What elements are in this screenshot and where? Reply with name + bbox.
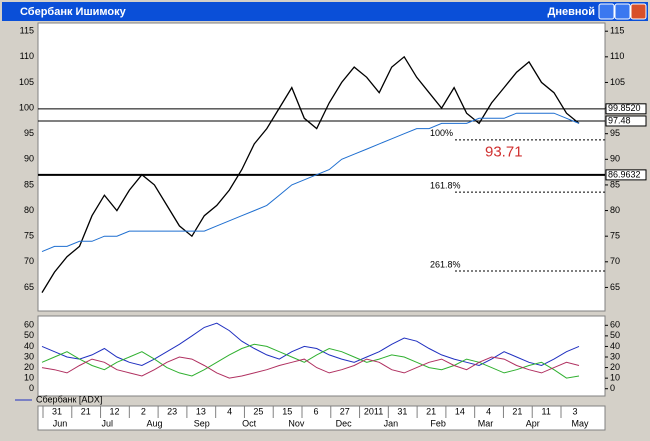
- day-label: 21: [512, 406, 522, 416]
- y-tick-label: 100: [19, 102, 34, 112]
- y-tick-label: 0: [29, 383, 34, 393]
- month-label: Jul: [102, 418, 114, 428]
- close-button[interactable]: [630, 3, 647, 20]
- series-line: [41, 343, 580, 379]
- day-label: 11: [542, 406, 551, 416]
- y-tick-label: 90: [610, 154, 620, 164]
- month-label: Oct: [242, 418, 257, 428]
- price-annotation: 93.71: [485, 143, 523, 160]
- y-tick-label: 90: [24, 154, 34, 164]
- y-tick-label: 10: [24, 373, 34, 383]
- y-tick-label: 50: [24, 330, 34, 340]
- level-box: [605, 115, 647, 127]
- day-label: 25: [253, 406, 263, 416]
- legend-label: Сбербанк [ADX]: [36, 394, 102, 404]
- day-label: 12: [110, 406, 120, 416]
- y-tick-label: 110: [20, 51, 34, 61]
- month-label: Aug: [147, 418, 163, 428]
- series-line: [41, 55, 580, 293]
- fib-label: 161.8%: [430, 180, 461, 190]
- y-tick-label: 85: [610, 179, 620, 189]
- day-label: 14: [455, 406, 465, 416]
- day-label: 31: [397, 406, 407, 416]
- y-tick-label: 20: [24, 362, 34, 372]
- y-tick-label: 30: [24, 351, 34, 361]
- y-tick-label: 95: [24, 128, 34, 138]
- y-tick-label: 85: [24, 179, 34, 189]
- y-tick-label: 70: [24, 256, 34, 266]
- timeframe: Дневной: [548, 6, 596, 18]
- y-tick-label: 40: [24, 341, 34, 351]
- y-tick-label: 115: [610, 26, 624, 36]
- day-label: 27: [340, 406, 350, 416]
- day-label: 3: [572, 406, 577, 416]
- minimize-button[interactable]: [598, 3, 615, 20]
- y-tick-label: 105: [610, 77, 625, 87]
- y-tick-label: 80: [610, 205, 620, 215]
- date-axis: [37, 405, 606, 431]
- level-box: [605, 103, 647, 115]
- title-bar: [2, 2, 648, 21]
- month-label: May: [571, 418, 589, 428]
- y-tick-label: 60: [24, 320, 34, 330]
- series-line: [41, 356, 580, 379]
- y-tick-label: 0: [610, 383, 615, 393]
- y-tick-label: 50: [610, 330, 620, 340]
- day-label: 13: [196, 406, 206, 416]
- day-label: 21: [426, 406, 436, 416]
- y-tick-label: 105: [19, 77, 34, 87]
- y-tick-label: 60: [610, 320, 620, 330]
- y-tick-label: 80: [24, 205, 34, 215]
- level-label: 97.48: [608, 115, 631, 125]
- month-label: Nov: [288, 418, 305, 428]
- day-label: 15: [282, 406, 292, 416]
- y-tick-label: 95: [610, 128, 620, 138]
- adx-plot: [37, 315, 606, 397]
- month-label: Mar: [478, 418, 494, 428]
- level-label: 99.8520: [608, 103, 641, 113]
- y-tick-label: 65: [610, 282, 620, 292]
- series-line: [41, 322, 580, 367]
- maximize-button[interactable]: [614, 3, 631, 20]
- day-label: 6: [313, 406, 318, 416]
- month-label: Dec: [336, 418, 353, 428]
- day-label: 2011: [364, 406, 383, 416]
- day-label: 4: [227, 406, 232, 416]
- month-label: Sep: [194, 418, 210, 428]
- day-label: 2: [141, 406, 146, 416]
- y-tick-label: 65: [24, 282, 34, 292]
- month-label: Jan: [384, 418, 399, 428]
- day-label: 31: [52, 406, 62, 416]
- day-label: 21: [81, 406, 91, 416]
- level-box: [605, 169, 647, 181]
- y-tick-label: 40: [610, 341, 620, 351]
- month-label: Feb: [430, 418, 446, 428]
- y-tick-label: 110: [610, 51, 624, 61]
- y-tick-label: 20: [610, 362, 620, 372]
- day-label: 4: [486, 406, 491, 416]
- y-tick-label: 70: [610, 256, 620, 266]
- y-tick-label: 115: [20, 26, 34, 36]
- y-tick-label: 10: [610, 373, 620, 383]
- y-tick-label: 75: [24, 231, 34, 241]
- day-label: 23: [167, 406, 177, 416]
- month-label: Apr: [526, 418, 540, 428]
- y-tick-label: 30: [610, 351, 620, 361]
- month-label: Jun: [53, 418, 68, 428]
- level-label: 86.9632: [608, 169, 641, 179]
- y-tick-label: 75: [610, 231, 620, 241]
- price-plot: [37, 22, 606, 312]
- fib-label: 100%: [430, 128, 453, 138]
- series-line: [41, 112, 580, 253]
- fib-label: 261.8%: [430, 259, 461, 269]
- window-title: Сбербанк Ишимоку: [20, 6, 127, 18]
